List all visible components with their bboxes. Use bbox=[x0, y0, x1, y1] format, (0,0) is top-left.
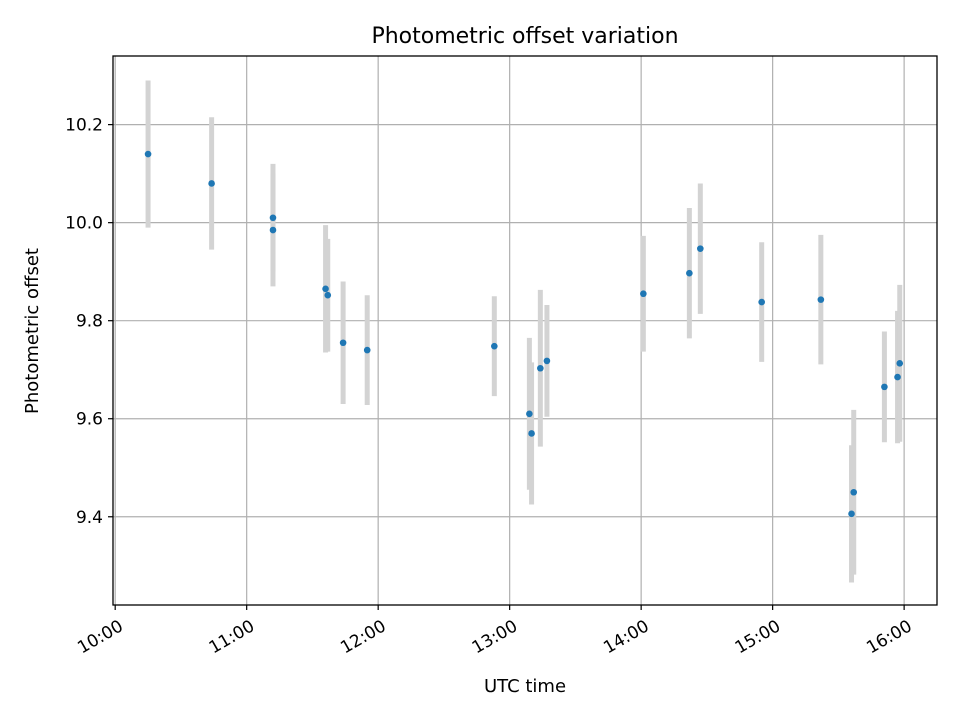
data-point bbox=[848, 510, 855, 518]
data-point bbox=[894, 373, 901, 381]
data-point bbox=[881, 383, 888, 391]
data-point bbox=[896, 360, 904, 367]
data-point bbox=[491, 342, 498, 350]
data-point bbox=[144, 150, 152, 158]
x-tick-label: 11:00 bbox=[206, 616, 258, 658]
chart-title: Photometric offset variation bbox=[371, 24, 678, 49]
x-axis-label: UTC time bbox=[484, 676, 566, 697]
data-point bbox=[850, 488, 858, 496]
data-point bbox=[269, 226, 277, 234]
data-point bbox=[324, 291, 332, 299]
data-point bbox=[817, 296, 825, 303]
data-point bbox=[526, 410, 533, 418]
x-tick-label: 15:00 bbox=[732, 616, 784, 658]
plot-frame bbox=[112, 55, 938, 606]
data-point bbox=[537, 364, 544, 372]
data-point bbox=[758, 298, 765, 306]
data-point bbox=[528, 430, 535, 437]
y-axis-label: Photometric offset bbox=[22, 248, 43, 414]
y-tick-label: 9.8 bbox=[76, 312, 103, 332]
data-point bbox=[339, 339, 347, 347]
y-tick-label: 10.0 bbox=[65, 214, 103, 234]
x-tick-label: 12:00 bbox=[337, 616, 389, 658]
data-point bbox=[686, 269, 693, 277]
axis-ticks: 10:00 11:00 12:00 13:00 14:00 15:00 16:00 9.4 9.… bbox=[65, 116, 915, 659]
x-tick-label: 14:00 bbox=[600, 616, 652, 658]
y-tick-label: 10.2 bbox=[65, 116, 103, 136]
data-point bbox=[363, 346, 371, 354]
data-point bbox=[322, 285, 329, 293]
data-point bbox=[269, 214, 277, 222]
x-tick-label: 10:00 bbox=[74, 616, 126, 658]
data-point bbox=[697, 245, 704, 252]
data-point bbox=[640, 290, 647, 298]
data-point bbox=[208, 180, 215, 187]
x-tick-label: 16:00 bbox=[863, 616, 915, 658]
x-tick-label: 13:00 bbox=[469, 616, 521, 658]
grid bbox=[113, 56, 937, 605]
error-bars bbox=[145, 80, 903, 583]
y-tick-label: 9.4 bbox=[76, 508, 103, 528]
data-point bbox=[543, 357, 551, 365]
data-points bbox=[144, 150, 904, 518]
y-tick-label: 9.6 bbox=[76, 410, 103, 430]
